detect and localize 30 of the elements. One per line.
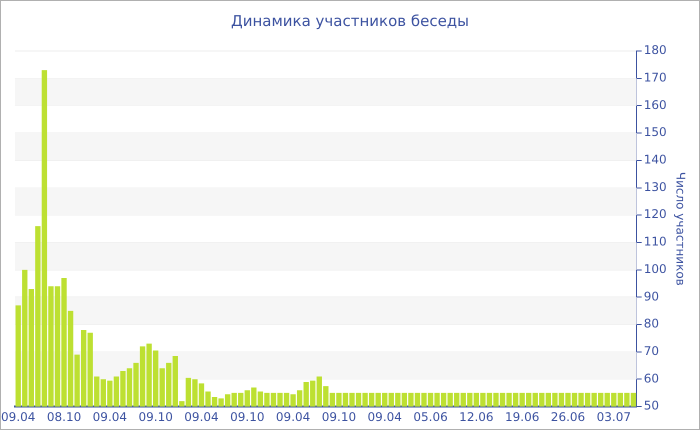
x-tick-label: 09.04: [368, 410, 402, 424]
x-tick-label: 09.04: [184, 410, 219, 424]
x-tick-label: 03.07: [596, 410, 631, 424]
y-tick-label: 140: [644, 152, 667, 167]
y-tick-label: 70: [644, 344, 659, 358]
y-tick-label: 150: [644, 125, 667, 140]
y-tick-label: 100: [644, 262, 667, 276]
x-tick-label: 09.10: [322, 410, 356, 424]
y-axis-title: Число участников: [674, 172, 688, 286]
y-tick-label: 120: [644, 207, 667, 222]
y-tick-label: 170: [644, 70, 667, 84]
y-tick-label: 110: [644, 234, 667, 249]
x-tick-label: 26.06: [550, 410, 586, 424]
x-tick-label: 09.04: [92, 410, 128, 424]
x-tick-label: 19.06: [504, 410, 540, 424]
x-tick-label: 09.04: [1, 410, 36, 424]
x-tick-label: 05.06: [413, 410, 448, 424]
y-tick-label: 90: [644, 289, 659, 304]
x-tick-label: 09.10: [230, 410, 264, 424]
y-tick-label: 180: [644, 43, 667, 58]
x-tick-label: 12.06: [459, 410, 494, 424]
x-tick-label: 09.04: [276, 410, 310, 424]
y-tick-label: 130: [644, 180, 667, 194]
y-tick-label: 80: [644, 316, 659, 331]
x-tick-label: 09.10: [138, 410, 173, 424]
y-tick-label: 60: [644, 371, 659, 386]
y-tick-label: 160: [644, 98, 667, 112]
x-tick-label: 08.10: [46, 410, 82, 424]
y-tick-label: 50: [644, 398, 659, 413]
chart-title: Динамика участников беседы: [230, 12, 470, 30]
